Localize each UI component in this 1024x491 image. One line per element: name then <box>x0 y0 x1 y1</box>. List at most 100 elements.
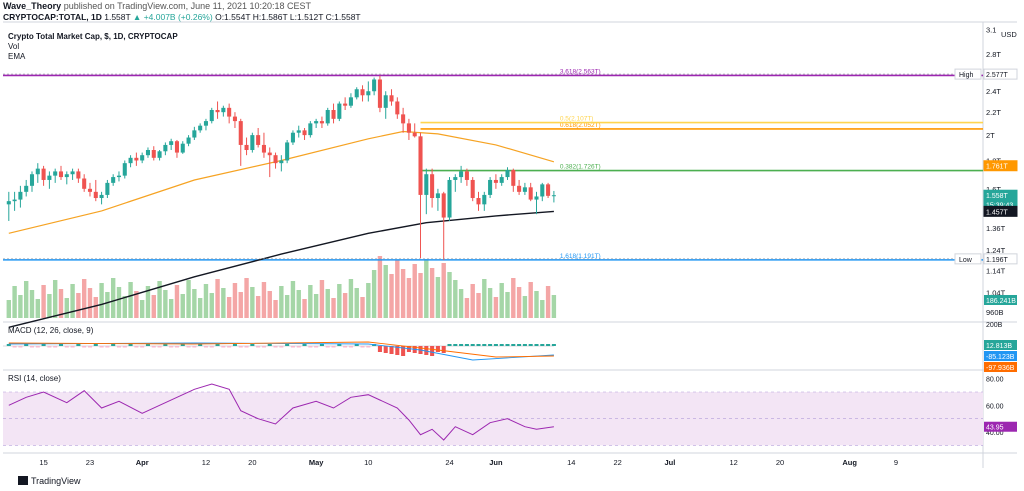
macd-histogram-bar <box>383 346 388 353</box>
macd-histogram-bar <box>430 346 435 356</box>
candle-body <box>29 174 35 186</box>
macd-histogram-bar <box>105 346 110 348</box>
volume-bar <box>23 281 29 318</box>
volume-tag <box>984 295 1017 305</box>
volume-bar <box>29 290 35 318</box>
macd-histogram-bar <box>540 344 545 346</box>
extreme-tag-label: High <box>959 72 974 79</box>
macd-histogram-bar <box>337 344 342 346</box>
macd-histogram-bar <box>198 344 203 346</box>
price-axis-unit: USD <box>1001 30 1017 39</box>
candle-body <box>140 155 145 161</box>
macd-histogram-bar <box>505 344 510 346</box>
time-axis-label: 22 <box>614 458 622 467</box>
candle-body <box>534 196 539 200</box>
footer-brand[interactable]: TradingView <box>18 476 81 486</box>
volume-bar <box>325 289 330 318</box>
macd-histogram-bar <box>360 346 365 348</box>
candle-body <box>180 143 185 153</box>
macd-value-tag-label: 12.813B <box>986 343 1012 350</box>
macd-histogram-bar <box>354 344 359 346</box>
footer-brand-label: TradingView <box>31 476 81 486</box>
volume-bar <box>35 299 40 318</box>
volume-bar <box>157 281 162 318</box>
rsi-axis-label: 60.00 <box>986 403 1004 410</box>
macd-histogram-bar <box>215 344 220 346</box>
candle-body <box>163 144 168 152</box>
price-tag-value: 2.577T <box>986 72 1009 79</box>
price-axis-label: 1.14T <box>986 266 1006 275</box>
volume-bar <box>342 293 348 318</box>
volume-bar <box>168 299 174 318</box>
candle-body <box>517 185 522 192</box>
candle-body <box>215 109 220 113</box>
rsi-line <box>8 383 554 441</box>
macd-histogram-bar <box>122 346 127 348</box>
candle-body <box>256 135 261 145</box>
volume-bar <box>360 297 365 318</box>
macd-histogram-bar <box>227 346 232 348</box>
volume-bar <box>296 290 301 318</box>
candle-body <box>389 95 394 102</box>
volume-bar <box>348 279 354 318</box>
volume-bar <box>418 273 423 318</box>
macd-histogram-bar <box>111 344 116 346</box>
macd-histogram-bar <box>441 346 446 353</box>
macd-histogram-bar <box>29 346 35 348</box>
candle-body <box>343 103 348 106</box>
volume-bar <box>331 298 336 318</box>
volume-bar <box>400 269 406 318</box>
volume-bar <box>221 288 226 318</box>
publish-info: published on TradingView.com, June 11, 2… <box>63 1 312 11</box>
volume-bar <box>366 283 371 318</box>
macd-histogram-bar <box>511 344 516 346</box>
candle-body <box>366 91 371 96</box>
volume-bar <box>116 287 122 318</box>
candle-body <box>372 79 377 92</box>
macd-histogram-bar <box>250 344 255 346</box>
candle-body <box>116 175 122 178</box>
macd-histogram-bar <box>314 346 319 348</box>
candle-body <box>296 130 301 133</box>
macd-histogram-bar <box>174 346 179 348</box>
volume-bar <box>545 286 551 318</box>
macd-value-tag <box>984 340 1017 350</box>
candle-body <box>134 157 139 161</box>
candle-body <box>406 123 411 133</box>
rsi-band <box>3 392 983 446</box>
volume-bar <box>180 294 185 318</box>
candle-body <box>53 171 58 176</box>
time-axis-label: 15 <box>39 458 47 467</box>
volume-bar <box>139 300 145 318</box>
time-axis-label: 12 <box>729 458 737 467</box>
macd-histogram-bar <box>12 346 17 348</box>
macd-histogram-bar <box>389 346 394 354</box>
macd-histogram-bar <box>343 346 348 348</box>
volume-bar <box>424 259 429 318</box>
rsi-value-tag <box>984 421 1017 432</box>
volume-bar <box>377 256 383 318</box>
fib-level-label: 1.618(1.191T) <box>560 253 601 260</box>
candle-body <box>331 109 336 119</box>
volume-bar <box>134 291 139 318</box>
candle-body <box>99 194 104 199</box>
candle-body <box>18 191 23 200</box>
candle-body <box>192 130 197 138</box>
macd-histogram-bar <box>528 344 533 346</box>
volume-bar <box>435 277 441 318</box>
macd-histogram-bar <box>453 344 458 346</box>
extreme-tag <box>954 253 982 265</box>
macd-histogram-bar <box>18 346 23 348</box>
volume-bar <box>58 289 64 318</box>
macd-histogram-bar <box>70 346 75 348</box>
macd-histogram-bar <box>499 344 504 346</box>
candle-body <box>377 79 382 108</box>
candle-body <box>111 177 116 183</box>
candle-body <box>302 130 307 136</box>
macd-histogram-bar <box>488 344 493 346</box>
time-axis-label: 23 <box>86 458 94 467</box>
candle-body <box>105 182 110 195</box>
candle-body <box>35 168 40 175</box>
macd-title: MACD (12, 26, close, 9) <box>8 326 94 335</box>
